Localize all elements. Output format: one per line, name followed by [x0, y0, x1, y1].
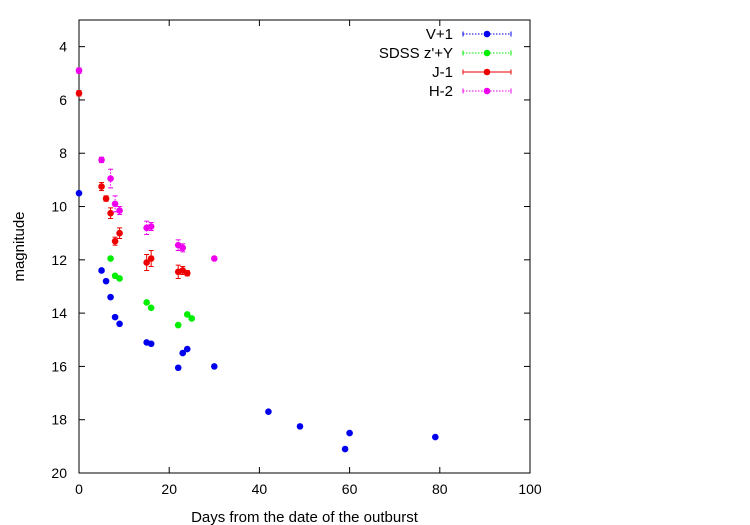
x-tick-label: 60	[342, 481, 358, 497]
data-point	[116, 320, 123, 328]
data-point	[147, 304, 155, 312]
data-point	[183, 311, 191, 318]
data-point	[107, 209, 114, 217]
data-point	[211, 363, 218, 370]
axis-ticks: 0 20 40 60 80 100 4 6 8 10 12 14 16 18 20	[51, 20, 542, 497]
y-tick-label: 18	[51, 412, 67, 428]
data-point	[75, 89, 83, 97]
y-tick-label: 10	[51, 199, 67, 215]
data-point	[179, 244, 187, 252]
x-tick-label: 20	[161, 481, 177, 497]
data-point	[116, 207, 123, 214]
data-point	[183, 269, 191, 277]
data-point	[102, 195, 110, 202]
data-point	[107, 293, 114, 301]
data-point	[147, 255, 155, 262]
data-point	[431, 433, 439, 441]
data-point	[341, 445, 349, 453]
data-point	[116, 229, 123, 237]
data-point	[179, 349, 187, 357]
data-point	[98, 156, 105, 164]
legend-label: V+1	[426, 26, 453, 43]
x-tick-label: 80	[432, 481, 448, 497]
data-point	[143, 299, 150, 306]
data-point	[102, 277, 110, 285]
data-point	[174, 364, 182, 372]
series-group	[107, 255, 196, 329]
data-point	[183, 345, 191, 353]
y-tick-label: 16	[51, 358, 67, 374]
data-point	[143, 259, 150, 266]
data-point	[147, 223, 155, 230]
legend-marker	[483, 30, 491, 38]
data-point	[98, 183, 105, 190]
data-point	[111, 237, 119, 245]
legend: V+1 SDSS z'+Y J-1 H-2	[379, 26, 512, 100]
legend-label: SDSS z'+Y	[379, 45, 453, 62]
legend-marker	[483, 49, 491, 57]
data-point	[111, 200, 119, 208]
data-point	[211, 255, 218, 262]
legend-marker	[483, 87, 491, 95]
x-tick-label: 0	[75, 481, 83, 497]
data-point	[107, 175, 114, 182]
data-point	[265, 408, 272, 416]
y-axis-title: magnitude	[11, 211, 28, 281]
y-tick-label: 20	[51, 465, 67, 481]
data-point	[111, 313, 119, 321]
legend-label: J-1	[432, 64, 453, 81]
data-point	[174, 321, 182, 329]
data-point	[116, 275, 123, 282]
data-point	[296, 423, 304, 430]
data-point	[188, 315, 196, 322]
series-group	[75, 89, 191, 279]
y-tick-label: 6	[59, 92, 67, 108]
x-axis-title: Days from the date of the outburst	[191, 509, 419, 525]
plot-frame	[78, 19, 531, 474]
legend-marker	[483, 68, 491, 76]
data-point	[75, 189, 83, 197]
data-point	[346, 429, 353, 437]
data-point	[98, 267, 105, 274]
data-marks	[75, 67, 439, 453]
series-group	[75, 67, 218, 262]
series-group	[75, 189, 439, 453]
data-point	[107, 255, 114, 262]
y-tick-label: 12	[51, 252, 67, 268]
data-point	[147, 340, 155, 348]
x-tick-label: 100	[518, 481, 542, 497]
y-tick-label: 4	[59, 39, 67, 55]
x-tick-label: 40	[252, 481, 268, 497]
legend-label: H-2	[429, 83, 453, 100]
y-tick-label: 14	[51, 305, 67, 321]
y-tick-label: 8	[59, 145, 67, 161]
data-point	[75, 67, 83, 74]
